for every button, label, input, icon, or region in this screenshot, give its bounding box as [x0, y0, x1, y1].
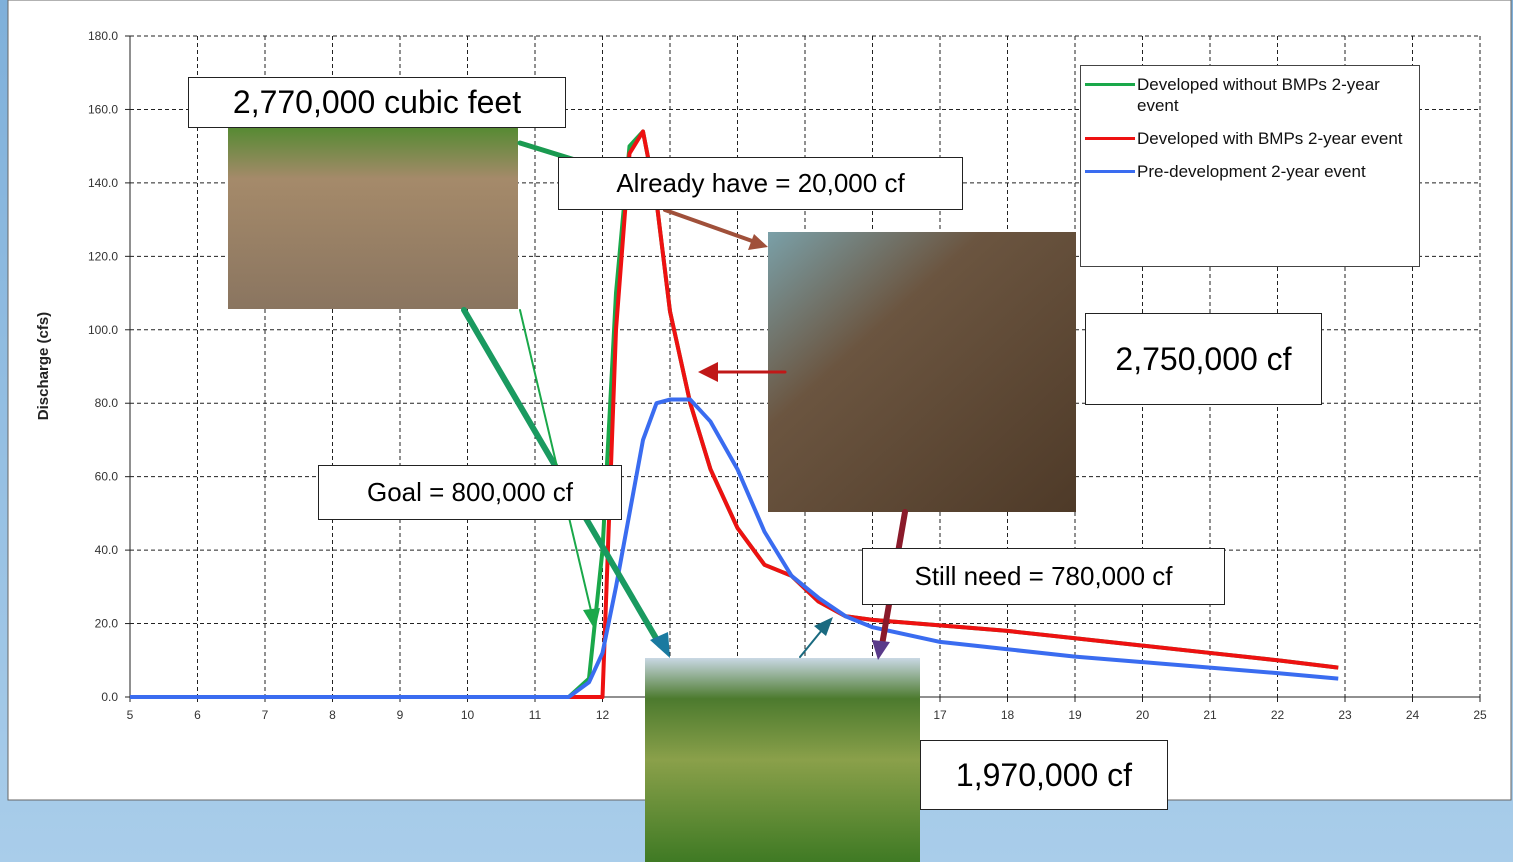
legend-entry: Developed without BMPs 2-year event	[1085, 74, 1415, 116]
y-tick-label: 80.0	[95, 396, 119, 410]
y-tick-label: 160.0	[88, 102, 118, 116]
legend-swatch	[1085, 170, 1135, 173]
x-tick-label: 21	[1203, 708, 1217, 722]
x-tick-label: 8	[329, 708, 336, 722]
photo-meadow	[645, 658, 920, 862]
annotation: Still need = 780,000 cf	[862, 548, 1225, 605]
arrowhead	[748, 234, 768, 250]
y-tick-label: 60.0	[95, 470, 119, 484]
x-tick-label: 5	[127, 708, 134, 722]
y-tick-label: 120.0	[88, 249, 118, 263]
x-tick-label: 9	[397, 708, 404, 722]
arrow	[663, 208, 757, 244]
y-tick-label: 140.0	[88, 176, 118, 190]
annotation: 1,970,000 cf	[920, 740, 1168, 810]
photo-storm-drain	[228, 123, 518, 309]
arrows	[461, 140, 908, 660]
arrowhead	[814, 617, 833, 636]
x-tick-label: 17	[933, 708, 947, 722]
y-tick-label: 20.0	[95, 617, 119, 631]
legend-swatch	[1085, 137, 1135, 140]
legend-swatch	[1085, 83, 1135, 86]
y-axis-label: Discharge (cfs)	[35, 312, 52, 420]
x-tick-label: 23	[1338, 708, 1352, 722]
annotation: Goal = 800,000 cf	[318, 465, 622, 520]
x-tick-label: 19	[1068, 708, 1082, 722]
x-tick-label: 12	[596, 708, 610, 722]
x-tick-label: 6	[194, 708, 201, 722]
arrowhead	[698, 362, 718, 382]
y-tick-label: 0.0	[101, 690, 118, 704]
x-tick-label: 22	[1271, 708, 1285, 722]
legend-entry: Developed with BMPs 2-year event	[1085, 128, 1415, 149]
legend: Developed without BMPs 2-year event Devel…	[1080, 65, 1420, 267]
arrow	[799, 629, 823, 658]
x-tick-label: 24	[1406, 708, 1420, 722]
legend-label: Pre-development 2-year event	[1137, 162, 1366, 181]
photo-rain-garden	[768, 232, 1076, 512]
arrowhead	[650, 632, 670, 658]
x-tick-label: 18	[1001, 708, 1015, 722]
x-tick-label: 20	[1136, 708, 1150, 722]
series-line	[130, 129, 1339, 699]
arrowhead	[872, 640, 890, 660]
y-tick-label: 100.0	[88, 323, 118, 337]
series-line	[130, 397, 1339, 699]
annotation: Already have = 20,000 cf	[558, 157, 963, 210]
x-tick-label: 7	[262, 708, 269, 722]
legend-entry: Pre-development 2-year event	[1085, 161, 1415, 182]
annotation: 2,750,000 cf	[1085, 313, 1322, 405]
y-tick-label: 180.0	[88, 29, 118, 43]
annotation: 2,770,000 cubic feet	[188, 77, 566, 128]
y-tick-label: 40.0	[95, 543, 119, 557]
x-tick-label: 25	[1473, 708, 1487, 722]
legend-label: Developed with BMPs 2-year event	[1137, 129, 1403, 148]
x-tick-label: 11	[529, 708, 542, 722]
arrow	[519, 309, 593, 616]
arrowhead	[583, 608, 600, 630]
x-tick-label: 10	[461, 708, 475, 722]
legend-label: Developed without BMPs 2-year event	[1137, 75, 1380, 115]
